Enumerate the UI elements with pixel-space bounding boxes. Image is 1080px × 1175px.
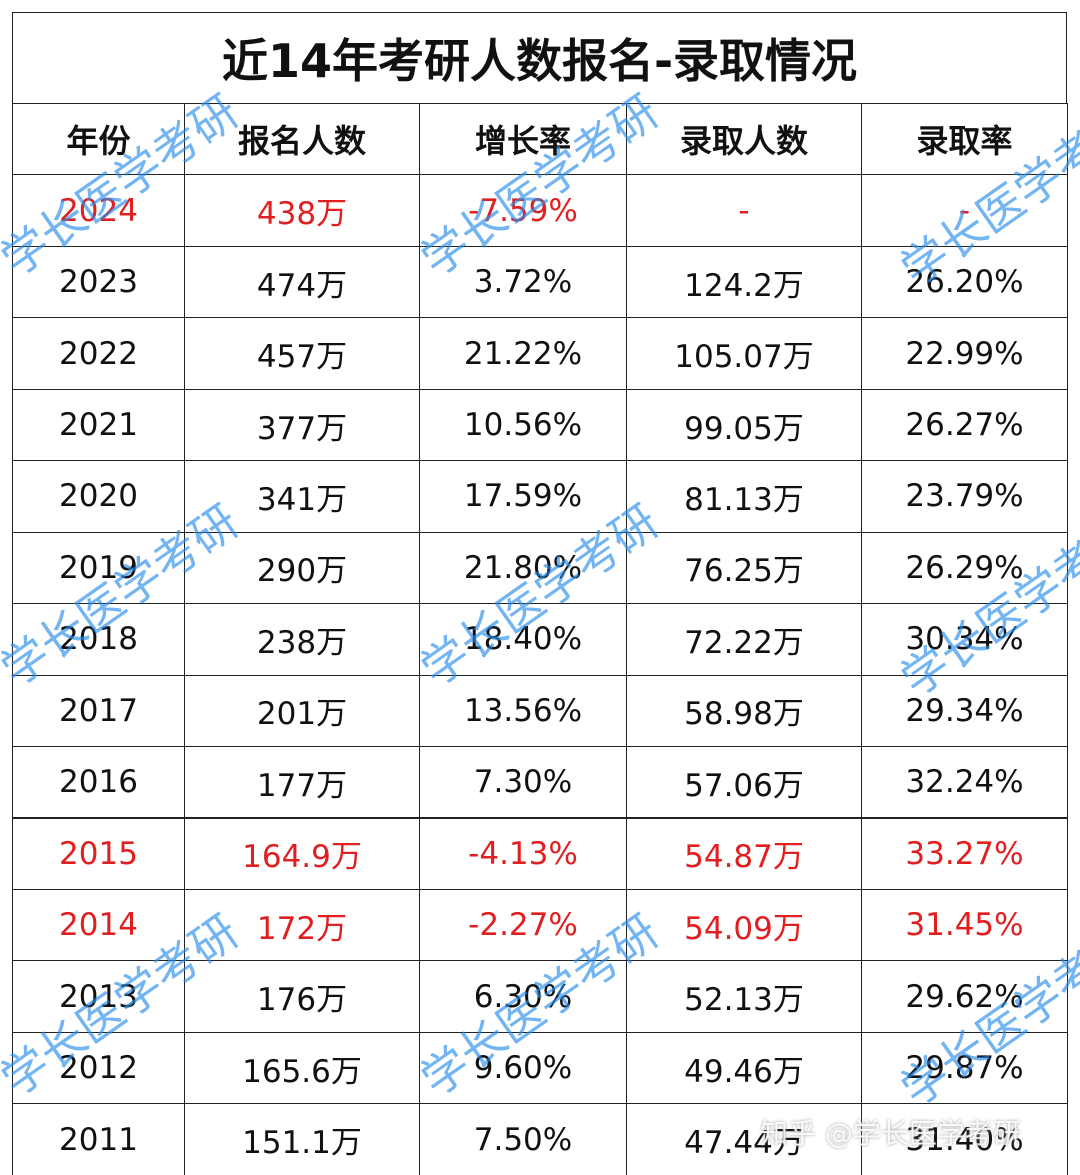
table-cell: 238万 — [184, 603, 420, 676]
table-cell: 81.13万 — [626, 460, 862, 533]
table-cell: 2024 — [12, 174, 185, 247]
header-cell: 年份 — [12, 103, 185, 176]
table-cell: 2019 — [12, 531, 185, 605]
table-cell: 32.24% — [861, 746, 1068, 819]
table-cell: - — [861, 174, 1068, 247]
table-cell: 72.22万 — [626, 603, 862, 676]
table-cell: 341万 — [184, 460, 420, 533]
table-cell: 10.56% — [419, 388, 627, 462]
table-cell: -2.27% — [419, 888, 627, 962]
header-cell: 录取人数 — [626, 103, 862, 176]
table-cell: 2012 — [12, 1031, 185, 1105]
table-cell: 58.98万 — [626, 674, 862, 748]
table-cell: 21.22% — [419, 317, 627, 390]
table-cell: -4.13% — [419, 817, 627, 890]
table-cell: 33.27% — [861, 817, 1068, 890]
header-cell: 增长率 — [419, 103, 627, 176]
table-cell: 172万 — [184, 888, 420, 962]
table-cell: 2011 — [12, 1103, 185, 1175]
table-cell: - — [626, 174, 862, 247]
table-cell: 17.59% — [419, 460, 627, 533]
table-cell: 54.87万 — [626, 817, 862, 890]
table-cell: 7.50% — [419, 1103, 627, 1175]
table-cell: 2014 — [12, 888, 185, 962]
table-cell: 290万 — [184, 531, 420, 605]
table-cell: 2018 — [12, 603, 185, 676]
table-cell: 22.99% — [861, 317, 1068, 390]
table-cell: 377万 — [184, 388, 420, 462]
table-cell: 18.40% — [419, 603, 627, 676]
footer-watermark: 知乎 @学长医学考研 — [760, 1117, 1021, 1150]
table-cell: 201万 — [184, 674, 420, 748]
table-cell: 105.07万 — [626, 317, 862, 390]
table-cell: 7.30% — [419, 746, 627, 819]
table-cell: 164.9万 — [184, 817, 420, 890]
table-cell: 3.72% — [419, 245, 627, 319]
table-cell: 47.44万 — [626, 1103, 862, 1175]
table-cell: 21.80% — [419, 531, 627, 605]
table-cell: 2020 — [12, 460, 185, 533]
table-cell: 6.30% — [419, 960, 627, 1033]
table-cell: 2013 — [12, 960, 185, 1033]
table-cell: 23.79% — [861, 460, 1068, 533]
table-cell: 29.34% — [861, 674, 1068, 748]
table-cell: 457万 — [184, 317, 420, 390]
table-cell: 124.2万 — [626, 245, 862, 319]
table-cell: 57.06万 — [626, 746, 862, 819]
table-cell: 30.34% — [861, 603, 1068, 676]
header-cell: 录取率 — [861, 103, 1068, 176]
table-title: 近14年考研人数报名-录取情况 — [12, 12, 1067, 104]
table-cell: 99.05万 — [626, 388, 862, 462]
table-cell: 2017 — [12, 674, 185, 748]
table-cell: 151.1万 — [184, 1103, 420, 1175]
table-cell: 2022 — [12, 317, 185, 390]
table-cell: 2015 — [12, 817, 185, 890]
table-cell: 438万 — [184, 174, 420, 247]
table-cell: 26.29% — [861, 531, 1068, 605]
table-cell: 29.87% — [861, 1031, 1068, 1105]
table-cell: 26.27% — [861, 388, 1068, 462]
table-cell: 2023 — [12, 245, 185, 319]
table-cell: 52.13万 — [626, 960, 862, 1033]
table-cell: 54.09万 — [626, 888, 862, 962]
table-cell: 13.56% — [419, 674, 627, 748]
table-cell: 177万 — [184, 746, 420, 819]
header-cell: 报名人数 — [184, 103, 420, 176]
table-cell: 2016 — [12, 746, 185, 819]
table-cell: 2021 — [12, 388, 185, 462]
table-cell: 31.45% — [861, 888, 1068, 962]
table-cell: 29.62% — [861, 960, 1068, 1033]
table-cell: 176万 — [184, 960, 420, 1033]
table-cell: 474万 — [184, 245, 420, 319]
table-cell: 9.60% — [419, 1031, 627, 1105]
table-cell: 165.6万 — [184, 1031, 420, 1105]
table-cell: 49.46万 — [626, 1031, 862, 1105]
table-cell: 26.20% — [861, 245, 1068, 319]
table-cell: -7.59% — [419, 174, 627, 247]
table-cell: 76.25万 — [626, 531, 862, 605]
